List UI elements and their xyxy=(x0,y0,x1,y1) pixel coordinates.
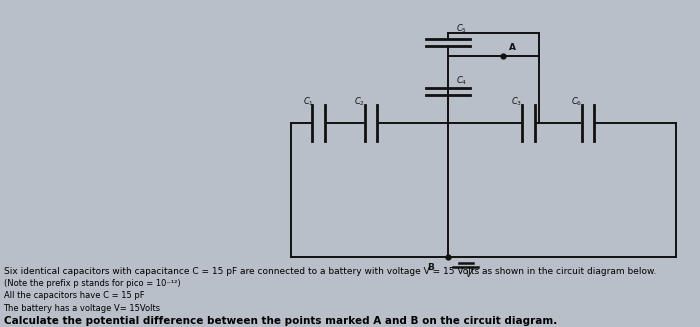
Text: $C_3$: $C_3$ xyxy=(511,95,522,108)
Text: V: V xyxy=(466,270,472,279)
Text: The battery has a voltage V= 15Volts: The battery has a voltage V= 15Volts xyxy=(4,304,160,313)
Text: $C_6$: $C_6$ xyxy=(570,95,582,108)
Text: $C_4$: $C_4$ xyxy=(456,74,468,87)
Text: All the capacitors have C = 15 pF: All the capacitors have C = 15 pF xyxy=(4,291,144,301)
Text: Calculate the potential difference between the points marked A and B on the circ: Calculate the potential difference betwe… xyxy=(4,316,556,326)
Text: (Note the prefix p stands for pico = 10⁻¹²): (Note the prefix p stands for pico = 10⁻… xyxy=(4,279,180,288)
Text: $C_2$: $C_2$ xyxy=(354,95,365,108)
Text: B: B xyxy=(427,263,434,272)
Text: $C_5$: $C_5$ xyxy=(456,23,468,35)
Text: $C_1$: $C_1$ xyxy=(302,95,314,108)
Text: A: A xyxy=(509,43,516,52)
Text: Six identical capacitors with capacitance C = 15 pF are connected to a battery w: Six identical capacitors with capacitanc… xyxy=(4,267,656,276)
